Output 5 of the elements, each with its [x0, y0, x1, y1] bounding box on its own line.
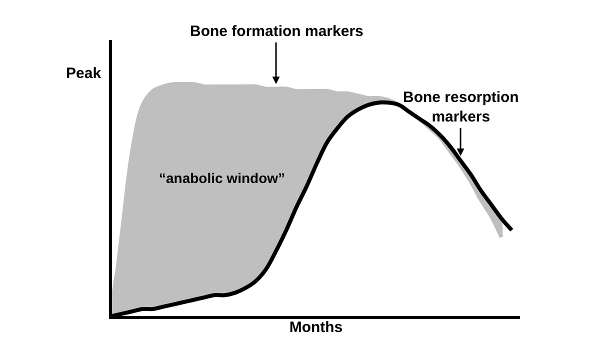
text: Bone formation markers [190, 23, 364, 40]
series-label: Bone resorption markers [403, 89, 519, 126]
x-axis-title: Months [289, 319, 343, 336]
annotation: “anabolic window” [159, 170, 286, 186]
y-axis-title: Peak [66, 65, 102, 82]
